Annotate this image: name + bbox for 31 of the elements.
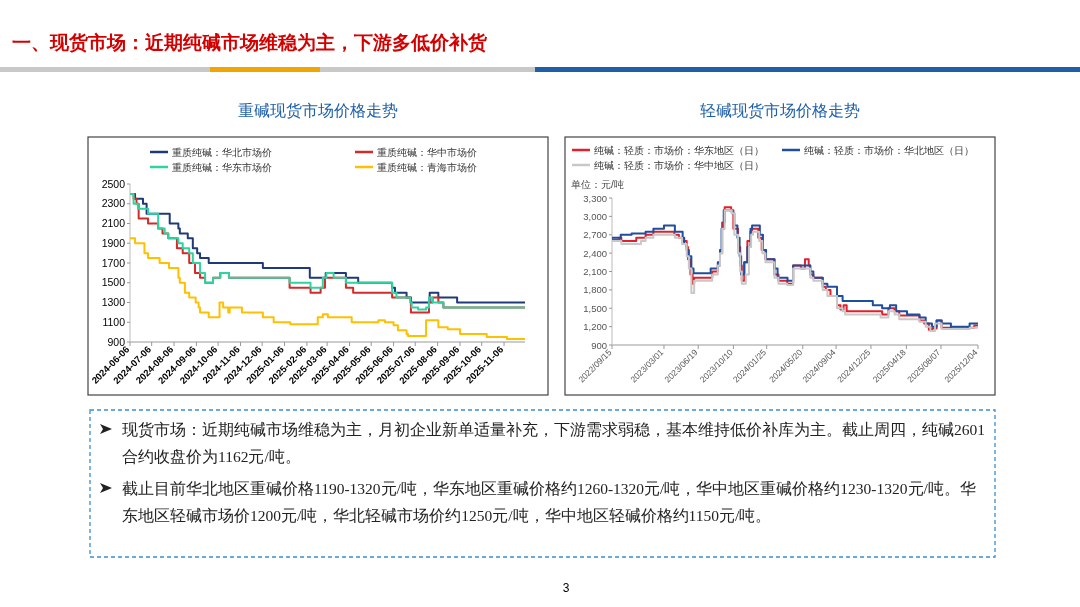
legend-label: 纯碱：轻质：市场价：华北地区（日） xyxy=(804,144,974,156)
y-tick-label: 1,800 xyxy=(583,284,607,296)
y-tick-label: 2300 xyxy=(101,197,126,210)
y-tick-label: 1900 xyxy=(101,236,126,249)
legend-label: 重质纯碱：华中市场价 xyxy=(377,146,477,158)
y-tick-label: 2,100 xyxy=(583,266,607,277)
y-tick-label: 1300 xyxy=(101,296,126,308)
y-tick-label: 2500 xyxy=(101,177,126,190)
y-tick-label: 900 xyxy=(591,339,607,351)
y-tick-label: 2,400 xyxy=(583,247,607,259)
text: 截止目前华北地区重碱价格1190-1320元/吨，华东地区重碱价格约1260-1320元/吨，华中地区重碱价格约1230-1320元/吨。华东地区轻碱市场价1200元/吨，华北轻碱市场价约1250元/吨，华中地区轻碱价格约1150元/吨。 xyxy=(122,479,977,526)
y-tick-label: 2100 xyxy=(101,217,126,229)
y-tick-label: 1500 xyxy=(101,276,126,289)
chart-title: 重碱现货市场价格走势 xyxy=(238,102,398,119)
y-tick-label: 3,000 xyxy=(583,210,607,222)
legend-label: 纯碱：轻质：市场价：华东地区（日） xyxy=(594,144,764,156)
legend-label: 重质纯碱：华东市场价 xyxy=(172,161,272,173)
legend-label: 重质纯碱：华北市场价 xyxy=(172,146,272,158)
y-tick-label: 1700 xyxy=(101,256,126,269)
legend-label: 重质纯碱：青海市场价 xyxy=(377,161,477,173)
y-axis-title: 单位：元/吨 xyxy=(571,179,624,190)
y-tick-label: 1,500 xyxy=(583,302,607,314)
y-tick-label: 3,300 xyxy=(583,192,607,204)
y-tick-label: 1,200 xyxy=(583,321,607,333)
chart-title: 轻碱现货市场价格走势 xyxy=(700,102,860,119)
y-tick-label: 2,700 xyxy=(583,229,607,241)
text: 现货市场：近期纯碱市场维稳为主，月初企业新单适量补充，下游需求弱稳，基本维持低价补库为主。截止周四，纯碱2601合约收盘价为1162元/吨。 xyxy=(122,420,986,467)
text: 一、现货市场：近期纯碱市场维稳为主，下游多低价补货 xyxy=(12,32,488,53)
y-tick-label: 1100 xyxy=(102,315,126,328)
text: 3 xyxy=(562,581,570,595)
legend-label: 纯碱：轻质：市场价：华中地区（日） xyxy=(594,159,764,171)
